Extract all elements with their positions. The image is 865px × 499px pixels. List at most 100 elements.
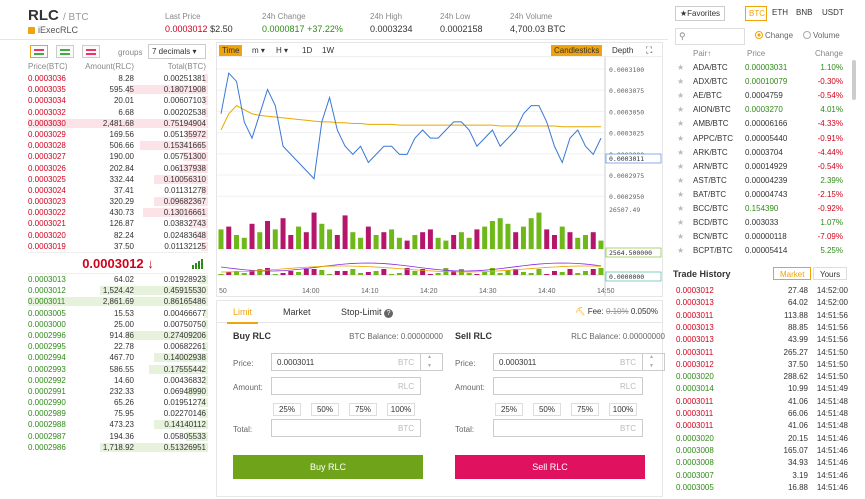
bid-row[interactable]: 0.0002989 75.95 0.02270146	[28, 408, 208, 419]
decimals-select[interactable]: 7 decimals ▾	[148, 44, 206, 59]
favorites-button[interactable]: ★Favorites	[675, 6, 725, 21]
ask-row[interactable]: 0.0003022 430.73 0.13016661	[28, 207, 208, 218]
buy-price-stepper[interactable]	[419, 353, 443, 371]
ask-row[interactable]: 0.0003024 37.41 0.01131278	[28, 185, 208, 196]
buy-pct-2[interactable]: 75%	[349, 403, 377, 416]
market-row[interactable]: ★ AE/BTC 0.0004759 -0.54%	[673, 89, 851, 102]
bid-row[interactable]: 0.0002988 473.23 0.14140112	[28, 419, 208, 430]
sell-pct-2[interactable]: 75%	[571, 403, 599, 416]
market-row[interactable]: ★ AION/BTC 0.0003270 4.01%	[673, 103, 851, 116]
tab-stop-limit[interactable]: Stop-Limit ?	[341, 307, 394, 318]
market-row[interactable]: ★ BCN/BTC 0.00000118 -7.09%	[673, 230, 851, 243]
bid-row[interactable]: 0.0002994 467.70 0.14002938	[28, 352, 208, 363]
bid-row[interactable]: 0.0002993 586.55 0.17555442	[28, 364, 208, 375]
bid-row[interactable]: 0.0002986 1,718.92 0.51326951	[28, 442, 208, 453]
chart-canvas[interactable]: 0.0003100 0.0003075 0.0003050 0.0003025 0.00…	[217, 57, 662, 296]
time-button[interactable]: Time	[219, 45, 243, 56]
buy-pct-3[interactable]: 100%	[387, 403, 415, 416]
week-button[interactable]: 1W	[322, 46, 334, 55]
bid-row[interactable]: 0.0002995 22.78 0.00682261	[28, 341, 208, 352]
sell-amount-input[interactable]: RLC	[493, 377, 643, 395]
buy-price-input[interactable]: 0.0003011 BTC	[271, 353, 443, 371]
market-row[interactable]: ★ BCD/BTC 0.003033 1.07%	[673, 216, 851, 229]
view-both-icon[interactable]	[30, 45, 48, 58]
sell-pct-0[interactable]: 25%	[495, 403, 523, 416]
tab-market[interactable]: Market	[283, 307, 311, 317]
sell-price-input[interactable]: 0.0003011 BTC	[493, 353, 665, 371]
market-search-input[interactable]: ⚲	[675, 28, 745, 45]
tab-limit[interactable]: Limit	[226, 307, 259, 324]
market-row[interactable]: ★ AMB/BTC 0.00006166 -4.33%	[673, 117, 851, 130]
candlesticks-button[interactable]: Candlesticks	[551, 45, 603, 56]
star-icon[interactable]: ★	[677, 175, 685, 185]
star-icon[interactable]: ★	[677, 91, 685, 101]
star-icon[interactable]: ★	[677, 232, 685, 242]
bid-row[interactable]: 0.0002991 232.33 0.06948990	[28, 386, 208, 397]
bid-row[interactable]: 0.0002992 14.60 0.00436832	[28, 375, 208, 386]
market-row[interactable]: ★ ARN/BTC 0.00014929 -0.54%	[673, 160, 851, 173]
ask-row[interactable]: 0.0003032 6.68 0.00202538	[28, 107, 208, 118]
buy-pct-1[interactable]: 50%	[311, 403, 339, 416]
day-button[interactable]: 1D	[302, 46, 313, 55]
bid-row[interactable]: 0.0003012 1,524.42 0.45915530	[28, 285, 208, 296]
buy-total-input[interactable]: BTC	[271, 419, 421, 437]
ask-row[interactable]: 0.0003021 126.87 0.03832743	[28, 218, 208, 229]
fullscreen-icon[interactable]: ⛶	[646, 45, 653, 55]
buy-amount-input[interactable]: RLC	[271, 377, 421, 395]
buy-pct-0[interactable]: 25%	[273, 403, 301, 416]
buy-button[interactable]: Buy RLC	[233, 455, 423, 479]
ask-row[interactable]: 0.0003029 169.56 0.05135972	[28, 129, 208, 140]
ask-row[interactable]: 0.0003030 2,481.68 0.75194904	[28, 118, 208, 129]
tab-usdt[interactable]: USDT	[822, 8, 844, 17]
ask-row[interactable]: 0.0003026 202.84 0.06137938	[28, 163, 208, 174]
sell-pct-1[interactable]: 50%	[533, 403, 561, 416]
help-icon[interactable]: ?	[384, 309, 394, 318]
tab-btc[interactable]: BTC	[745, 6, 767, 21]
market-row[interactable]: ★ BAT/BTC 0.00004743 -2.15%	[673, 188, 851, 201]
star-icon[interactable]: ★	[677, 246, 685, 256]
ask-row[interactable]: 0.0003020 82.24 0.02483648	[28, 230, 208, 241]
sell-button[interactable]: Sell RLC	[455, 455, 645, 479]
tab-your-trades[interactable]: Yours	[813, 267, 848, 280]
star-icon[interactable]: ★	[677, 119, 685, 129]
ask-row[interactable]: 0.0003034 20.01 0.00607103	[28, 95, 208, 106]
sell-price-stepper[interactable]	[641, 353, 665, 371]
ask-row[interactable]: 0.0003035 595.45 0.18071908	[28, 84, 208, 95]
markets-scrollbar[interactable]	[852, 60, 856, 100]
tab-eth[interactable]: ETH	[772, 8, 788, 17]
star-icon[interactable]: ★	[677, 105, 685, 115]
hours-dropdown[interactable]: H ▾	[276, 46, 289, 55]
ask-row[interactable]: 0.0003023 320.29 0.09682367	[28, 196, 208, 207]
bid-row[interactable]: 0.0002996 914.86 0.27409206	[28, 330, 208, 341]
view-asks-icon[interactable]	[82, 45, 100, 58]
star-icon[interactable]: ★	[677, 204, 685, 213]
sell-pct-3[interactable]: 100%	[609, 403, 637, 416]
bid-row[interactable]: 0.0003000 25.00 0.00750750	[28, 319, 208, 330]
view-bids-icon[interactable]	[56, 45, 74, 58]
minutes-dropdown[interactable]: m ▾	[252, 46, 265, 55]
market-row[interactable]: ★ APPC/BTC 0.00005440 -0.91%	[673, 132, 851, 145]
ask-row[interactable]: 0.0003019 37.50 0.01132125	[28, 241, 208, 252]
tab-bnb[interactable]: BNB	[796, 8, 813, 17]
market-row[interactable]: ★ ADA/BTC 0.00003031 1.10%	[673, 61, 851, 74]
star-icon[interactable]: ★	[677, 147, 685, 157]
bid-row[interactable]: 0.0003011 2,861.69 0.86165486	[28, 296, 208, 307]
market-row[interactable]: ★ BCPT/BTC 0.00005414 5.25%	[673, 244, 851, 257]
market-row[interactable]: ★ ARK/BTC 0.0003704 -4.44%	[673, 146, 851, 159]
star-icon[interactable]: ★	[677, 63, 685, 72]
star-icon[interactable]: ★	[677, 218, 685, 228]
market-row[interactable]: ★ ADX/BTC 0.00010079 -0.30%	[673, 75, 851, 88]
market-row[interactable]: ★ AST/BTC 0.00004239 2.39%	[673, 174, 851, 187]
star-icon[interactable]: ★	[677, 77, 685, 87]
star-icon[interactable]: ★	[677, 189, 685, 199]
star-icon[interactable]: ★	[677, 161, 685, 171]
volume-radio[interactable]: Volume	[803, 31, 840, 40]
market-row[interactable]: ★ BCC/BTC 0.154390 -0.92%	[673, 202, 851, 215]
change-radio[interactable]: Change	[755, 31, 793, 40]
star-icon[interactable]: ★	[677, 133, 685, 143]
tab-market-trades[interactable]: Market	[773, 267, 812, 280]
ask-row[interactable]: 0.0003027 190.00 0.05751300	[28, 151, 208, 162]
bid-row[interactable]: 0.0003013 64.02 0.01928923	[28, 274, 208, 285]
bid-row[interactable]: 0.0002990 65.26 0.01951274	[28, 397, 208, 408]
ask-row[interactable]: 0.0003036 8.28 0.00251381	[28, 73, 208, 84]
